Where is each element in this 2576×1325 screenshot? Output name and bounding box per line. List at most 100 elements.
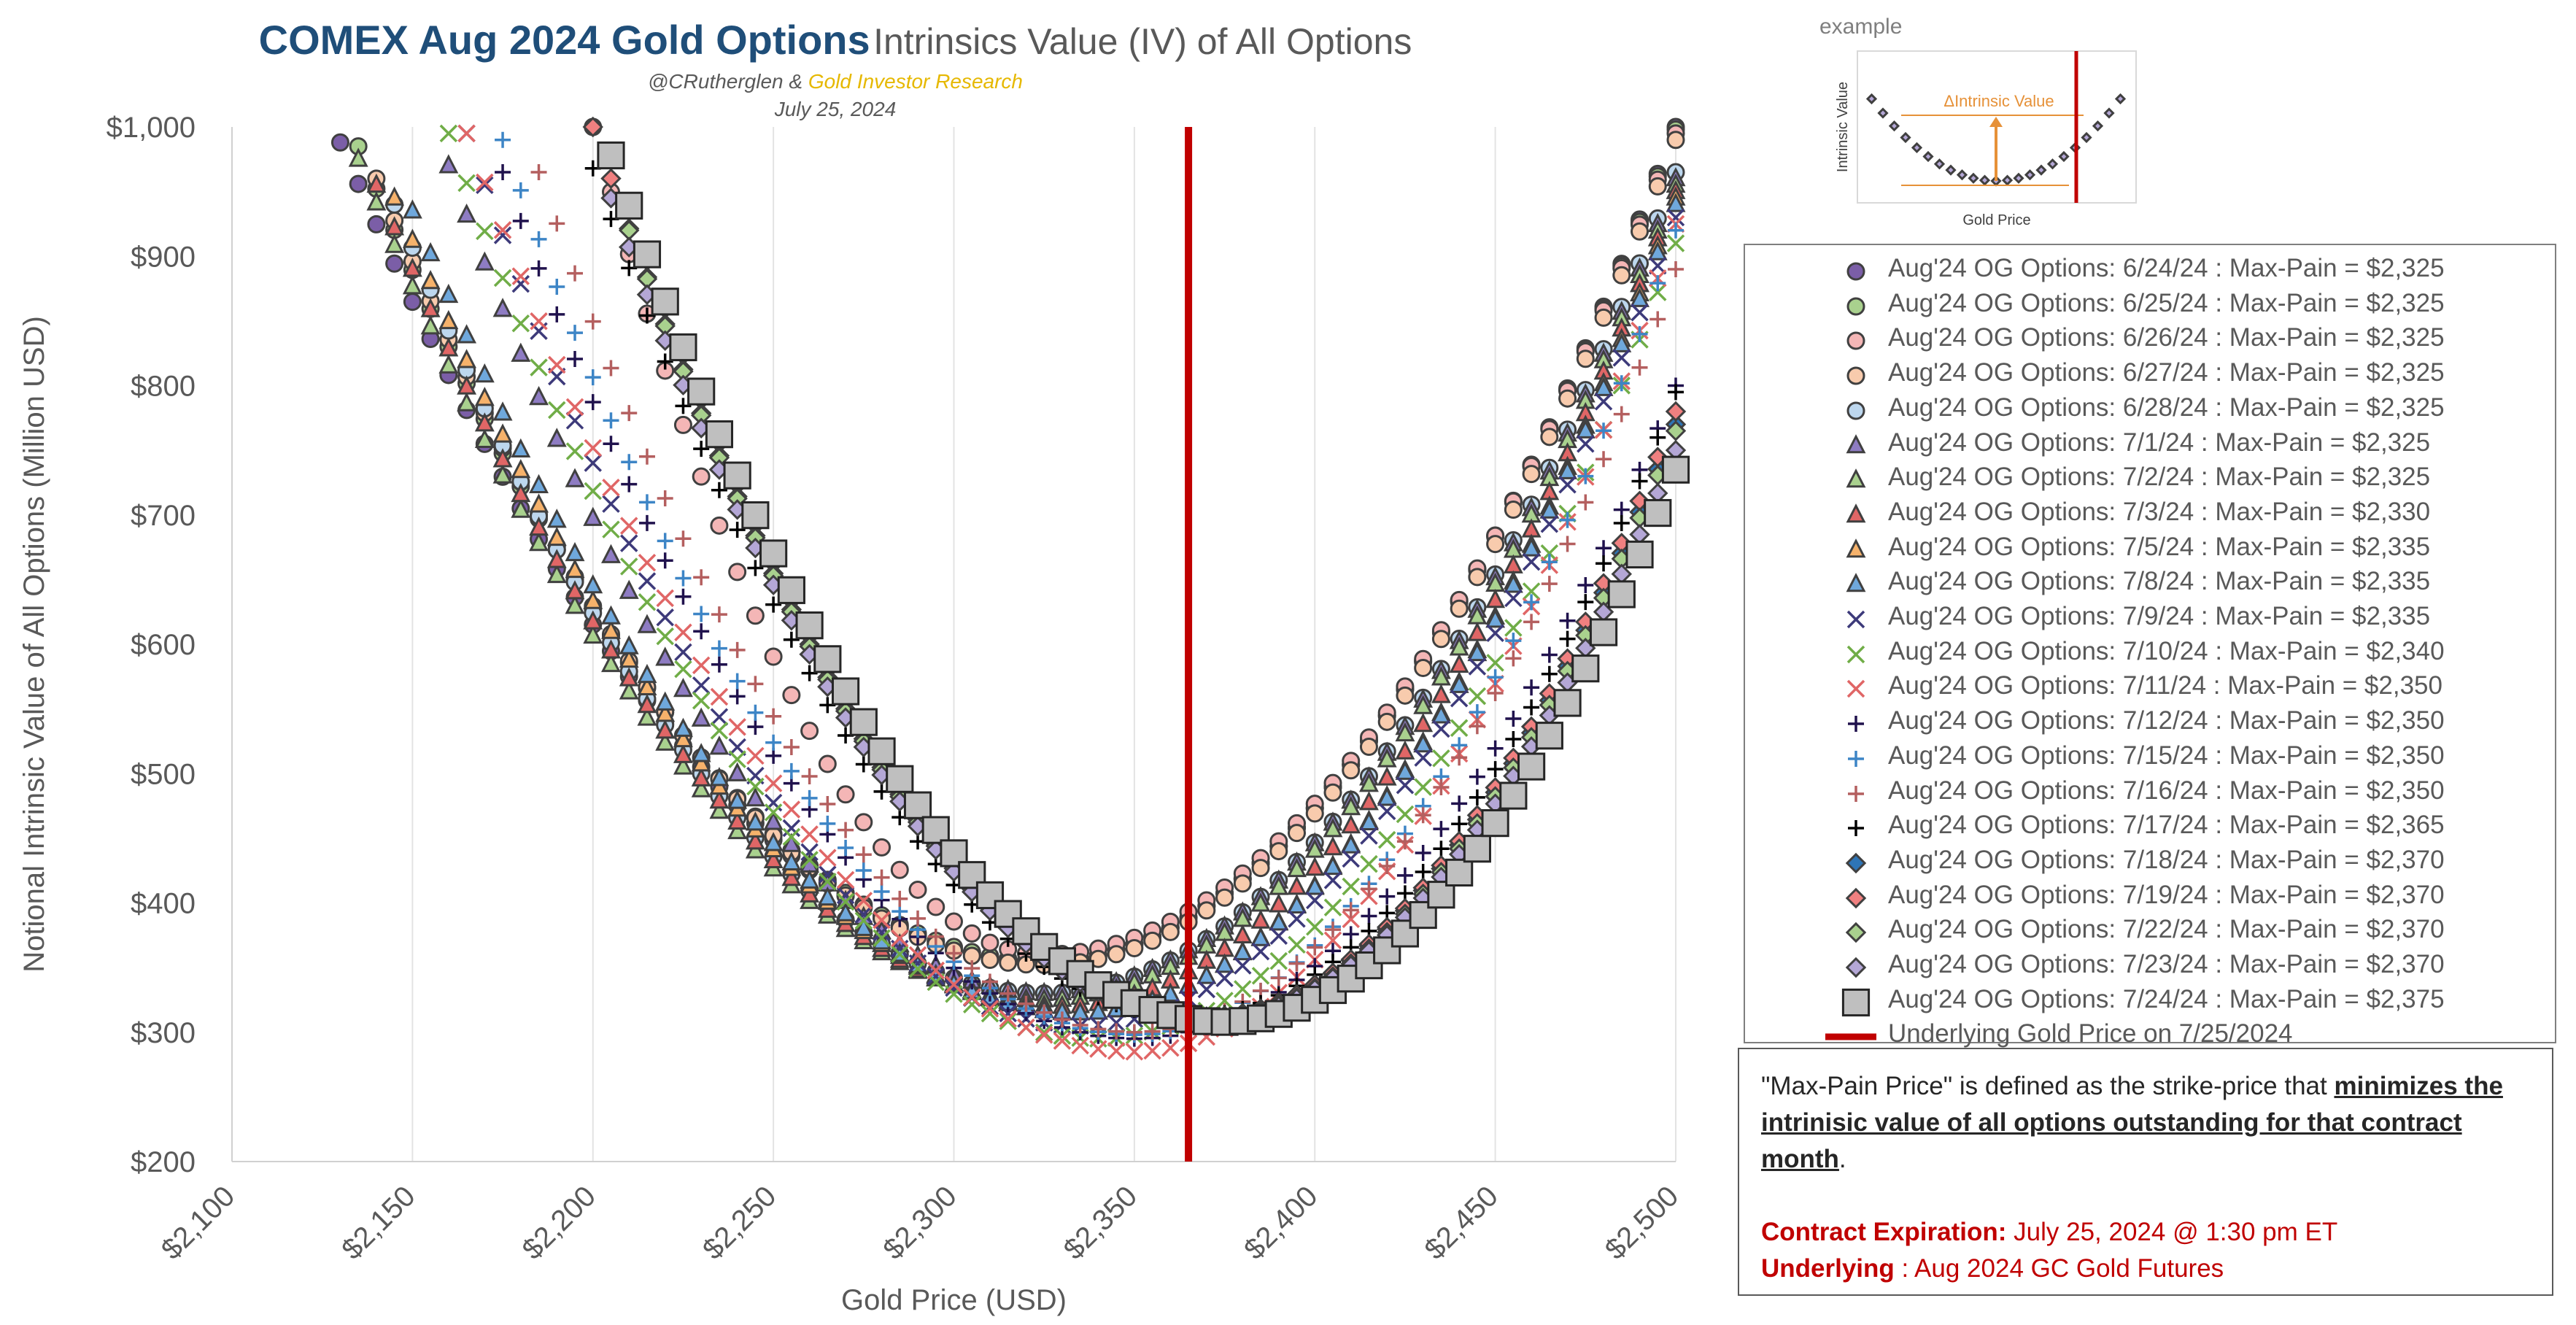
data-point (1034, 1026, 1053, 1044)
data-point (1486, 654, 1504, 672)
data-point (674, 643, 692, 662)
data-point (602, 495, 620, 513)
data-point (1377, 802, 1396, 821)
data-point (1197, 980, 1216, 999)
data-point (657, 353, 673, 370)
data-point (546, 549, 567, 568)
data-point (492, 423, 513, 443)
legend-label: Aug'24 OG Options: 7/23/24 : Max-Pain = … (1888, 950, 2445, 978)
inset-point (1979, 174, 1991, 186)
data-point (1072, 1017, 1088, 1034)
data-point (367, 215, 386, 233)
data-point (1504, 619, 1523, 637)
inset-point (1877, 107, 1889, 119)
data-point (1539, 499, 1560, 519)
data-point (890, 860, 909, 879)
data-point (675, 570, 692, 587)
data-point (1666, 131, 1685, 150)
data-point (476, 176, 494, 194)
legend-marker-icon (1846, 297, 1865, 316)
example-label: example (1819, 15, 1903, 39)
inset-point (2046, 158, 2059, 170)
data-point (1504, 589, 1523, 608)
data-point (763, 849, 784, 869)
data-point (511, 459, 531, 479)
legend-marker (1846, 366, 1865, 385)
data-point (765, 596, 782, 613)
data-point (1668, 384, 1684, 401)
data-point (1034, 1023, 1053, 1042)
data-point (980, 1004, 999, 1023)
data-point (1523, 679, 1540, 696)
data-point (1342, 902, 1359, 919)
data-point (980, 1000, 999, 1018)
data-point (1415, 845, 1431, 861)
data-point (1469, 768, 1485, 785)
data-point (1323, 931, 1342, 950)
data-point (1487, 669, 1504, 686)
data-point (709, 735, 730, 755)
data-point (927, 961, 945, 980)
data-point (727, 762, 748, 781)
data-point (1612, 333, 1632, 352)
data-point (1499, 781, 1528, 810)
data-point (1373, 936, 1401, 965)
data-point (1468, 568, 1487, 587)
y-tick-label: $600 (131, 629, 196, 661)
data-point (783, 739, 800, 756)
data-point (1540, 514, 1559, 533)
data-point (759, 539, 788, 568)
data-point (530, 312, 548, 331)
chart-date: July 25, 2024 (774, 98, 897, 120)
data-point (495, 131, 511, 148)
inset-point (2114, 93, 2127, 105)
data-point (1593, 376, 1614, 396)
data-point (597, 141, 625, 170)
legend-marker (1845, 922, 1867, 943)
data-point (747, 704, 764, 721)
data-point (836, 886, 855, 905)
y-tick-label: $200 (131, 1146, 196, 1178)
data-point (765, 708, 782, 725)
x-tick-label: $2,250 (697, 1180, 783, 1266)
data-point (800, 851, 819, 869)
data-point (838, 822, 854, 838)
data-point (511, 438, 531, 458)
data-point (1053, 1011, 1070, 1028)
data-point (511, 498, 531, 518)
data-point (1304, 876, 1325, 895)
inset-annotation: ΔIntrinsic Value (1943, 92, 2054, 110)
legend-marker (1846, 331, 1865, 350)
data-point (438, 309, 459, 330)
data-point (1250, 927, 1271, 946)
data-point (999, 1010, 1017, 1028)
data-point (819, 795, 836, 812)
data-point (602, 478, 620, 497)
data-point (958, 861, 986, 889)
data-point (621, 454, 638, 471)
data-point (673, 415, 692, 434)
legend-marker (1846, 401, 1865, 420)
data-point (1522, 552, 1541, 571)
x-tick-label: $2,450 (1418, 1180, 1504, 1266)
data-point (1503, 554, 1523, 573)
data-point (1342, 849, 1360, 868)
data-point (1541, 646, 1558, 663)
data-point (908, 959, 927, 978)
data-point (964, 960, 980, 977)
data-point (1232, 924, 1253, 944)
series-16 (530, 164, 1684, 1040)
data-point (348, 147, 368, 167)
data-point (1665, 420, 1687, 441)
data-point (1088, 949, 1107, 968)
data-point (638, 514, 655, 531)
data-point (420, 242, 441, 262)
inset-point (1865, 93, 1878, 105)
data-point (656, 627, 674, 646)
data-point (655, 691, 676, 711)
data-point (1644, 498, 1672, 528)
legend-marker-icon (1845, 852, 1867, 874)
legend-label: Aug'24 OG Options: 7/19/24 : Max-Pain = … (1888, 880, 2445, 909)
data-point (1233, 874, 1252, 893)
data-point (1631, 304, 1649, 322)
